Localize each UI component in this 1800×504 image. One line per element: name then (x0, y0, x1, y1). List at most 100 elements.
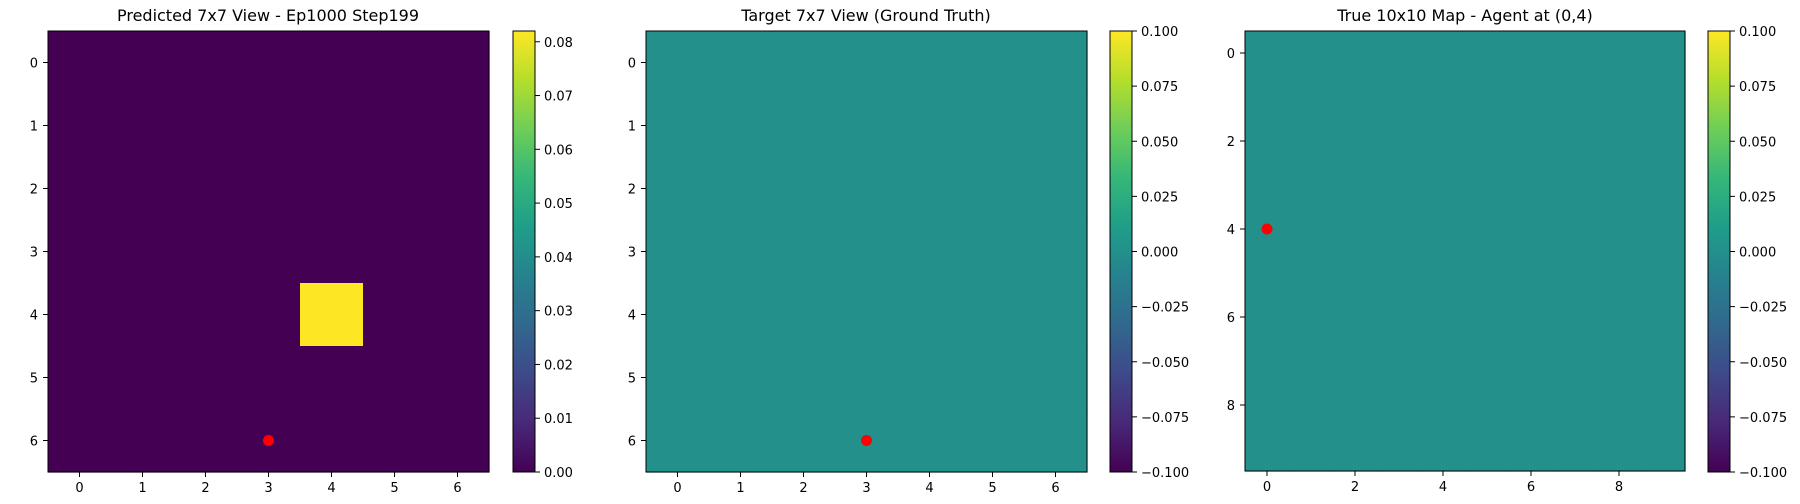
heatmap-cell (961, 409, 1025, 473)
heatmap-cell (646, 283, 710, 347)
y-axis: 0 1 2 3 4 5 6 (30, 57, 48, 450)
heatmap-cell (1333, 207, 1378, 252)
heatmap-cell (48, 157, 112, 221)
colorbar-tick-label: 0.100 (1141, 25, 1178, 40)
colorbar-tick-label: 0.025 (1141, 190, 1178, 205)
heatmap-cell (1289, 207, 1334, 252)
x-tick-label: 5 (390, 481, 398, 496)
heatmap-cell (1641, 207, 1686, 252)
heatmap-cell (1024, 31, 1088, 95)
y-tick-label: 5 (628, 372, 636, 387)
colorbar-tick-label: 0.06 (544, 143, 573, 158)
x-tick-label: 0 (1263, 480, 1271, 495)
colorbar-tick-label: −0.050 (1141, 356, 1189, 371)
y-tick-label: 6 (30, 435, 38, 450)
heatmap-cell (300, 94, 364, 158)
heatmap-cell (1377, 295, 1422, 340)
heatmap-cell (363, 283, 427, 347)
heatmap-cell (1245, 163, 1290, 208)
heatmap-cell (1597, 75, 1642, 120)
x-tick-label: 4 (925, 481, 933, 496)
heatmap-cell (1553, 339, 1598, 384)
heatmap-cell (1421, 207, 1466, 252)
heatmap-cell (898, 94, 962, 158)
x-axis: 0 2 4 6 8 (1263, 471, 1623, 495)
heatmap-cell (1509, 295, 1554, 340)
heatmap-cell (300, 409, 364, 473)
heatmap-cell (1465, 119, 1510, 164)
heatmap-cell (1245, 75, 1290, 120)
heatmap-cell (1465, 31, 1510, 76)
heatmap-cell (237, 220, 301, 284)
heatmap-cell (961, 220, 1025, 284)
heatmap-cell (1421, 31, 1466, 76)
heatmap-cell (1465, 207, 1510, 252)
panel-title: Target 7x7 View (Ground Truth) (740, 6, 991, 25)
x-tick-label: 4 (327, 481, 335, 496)
heatmap-cell (1245, 251, 1290, 296)
heatmap-cell (898, 346, 962, 410)
heatmap-cell (961, 157, 1025, 221)
heatmap-cell (1553, 31, 1598, 76)
colorbar-tick-label: 0.075 (1141, 80, 1178, 95)
x-tick-label: 6 (1051, 481, 1059, 496)
heatmap-cell (1509, 163, 1554, 208)
colorbar-tick-label: 0.025 (1739, 190, 1776, 205)
y-tick-label: 6 (628, 435, 636, 450)
heatmap-cell (961, 31, 1025, 95)
heatmap-cell (1333, 383, 1378, 428)
x-tick-label: 6 (453, 481, 461, 496)
x-tick-label: 5 (988, 481, 996, 496)
x-tick-label: 2 (1351, 480, 1359, 495)
colorbar-tick-label: 0.075 (1739, 80, 1776, 95)
heatmap-cell (1553, 119, 1598, 164)
heatmap-cell (1465, 339, 1510, 384)
heatmap-cell (1509, 31, 1554, 76)
y-axis: 0 2 4 6 8 (1227, 47, 1245, 414)
heatmap-cell (111, 94, 175, 158)
heatmap-cell (1597, 427, 1642, 472)
heatmap-cell (426, 31, 490, 95)
x-tick-label: 3 (264, 481, 272, 496)
colorbar-tick-label: 0.050 (1141, 135, 1178, 150)
heatmap-cell (709, 409, 773, 473)
colorbar-tick-label: 0.02 (544, 358, 573, 373)
heatmap-cell (1509, 75, 1554, 120)
heatmap-cell (1289, 295, 1334, 340)
heatmap-cell (709, 220, 773, 284)
heatmap-cell (1333, 251, 1378, 296)
panel-target: Target 7x7 View (Ground Truth) 0 1 2 3 4 5 6 0… (628, 6, 1189, 496)
heatmap-cell (1289, 75, 1334, 120)
heatmap-cell (48, 31, 112, 95)
heatmap-cell (1377, 163, 1422, 208)
heatmap-cell (174, 283, 238, 347)
agent-marker-dot (861, 435, 872, 446)
heatmap-cell (48, 346, 112, 410)
heatmap-cell (1421, 427, 1466, 472)
heatmap-cell (237, 157, 301, 221)
heatmap-cell (300, 283, 364, 347)
heatmap-cell (363, 346, 427, 410)
colorbar-gradient (512, 30, 536, 473)
y-tick-label: 1 (628, 120, 636, 135)
panel-title: True 10x10 Map - Agent at (0,4) (1336, 6, 1593, 25)
heatmap-cell (1553, 75, 1598, 120)
colorbar: −0.100 −0.075 −0.050 −0.025 0.000 0.025 0.050 0… (1707, 25, 1787, 481)
colorbar-tick-label: −0.025 (1739, 301, 1787, 316)
heatmap-cell (772, 94, 836, 158)
agent-marker-dot (1261, 223, 1273, 235)
heatmap-cell (363, 31, 427, 95)
heatmap-cell (1421, 251, 1466, 296)
colorbar-tick-label: 0.000 (1739, 246, 1776, 261)
heatmap-cell (1553, 251, 1598, 296)
heatmap-cells (646, 31, 1088, 473)
heatmap-cell (961, 94, 1025, 158)
heatmap-cell (1377, 119, 1422, 164)
heatmap-cell (363, 220, 427, 284)
colorbar-tick-label: 0.07 (544, 90, 573, 105)
heatmap-cell (961, 346, 1025, 410)
heatmap-cell (709, 31, 773, 95)
heatmap-cell (111, 346, 175, 410)
